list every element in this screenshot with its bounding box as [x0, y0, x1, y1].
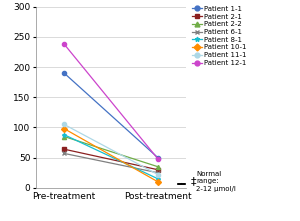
Patient 2-1 — [156, 168, 160, 171]
Patient 12-1 — [62, 43, 66, 45]
Patient 6-1 — [156, 171, 160, 174]
Text: ‡: ‡ — [190, 176, 196, 186]
Patient 11-1 — [156, 173, 160, 176]
Patient 6-1 — [62, 152, 66, 155]
Patient 1-1 — [156, 156, 160, 159]
Patient 12-1 — [156, 158, 160, 160]
Patient 11-1 — [62, 123, 66, 126]
Line: Patient 12-1: Patient 12-1 — [62, 42, 160, 161]
Patient 10-1 — [62, 127, 66, 130]
Line: Patient 2-2: Patient 2-2 — [62, 134, 160, 169]
Patient 8-1 — [156, 177, 160, 180]
Text: Normal
range:
2-12 μmol/l: Normal range: 2-12 μmol/l — [196, 171, 236, 192]
Patient 2-2 — [156, 165, 160, 168]
Patient 10-1 — [156, 181, 160, 183]
Patient 2-1 — [62, 148, 66, 151]
Line: Patient 11-1: Patient 11-1 — [62, 122, 160, 177]
Line: Patient 6-1: Patient 6-1 — [62, 151, 160, 175]
Line: Patient 10-1: Patient 10-1 — [62, 127, 160, 184]
Line: Patient 2-1: Patient 2-1 — [62, 147, 160, 172]
Patient 1-1 — [62, 72, 66, 74]
Legend: Patient 1-1, Patient 2-1, Patient 2-2, Patient 6-1, Patient 8-1, Patient 10-1, P: Patient 1-1, Patient 2-1, Patient 2-2, P… — [189, 3, 250, 69]
Line: Patient 1-1: Patient 1-1 — [62, 71, 160, 160]
Patient 2-2 — [62, 135, 66, 138]
Patient 8-1 — [62, 133, 66, 136]
Line: Patient 8-1: Patient 8-1 — [62, 133, 160, 181]
